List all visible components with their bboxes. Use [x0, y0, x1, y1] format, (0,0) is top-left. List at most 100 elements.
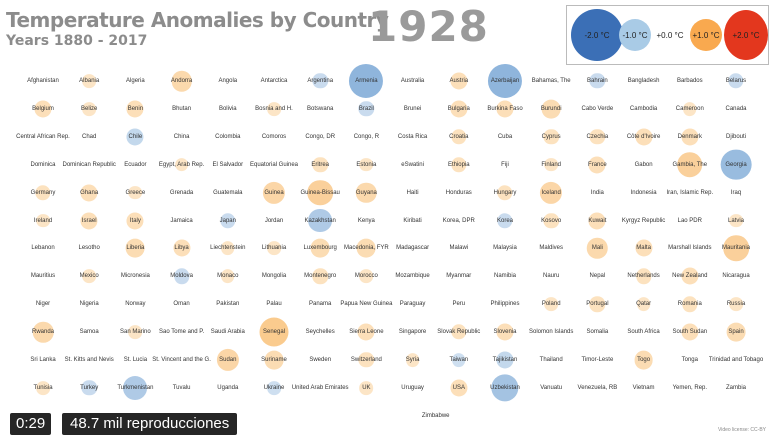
- country-label: Congo, R: [353, 133, 380, 140]
- country-label: Liechtenstein: [210, 245, 246, 252]
- country-label: Mongolia: [261, 273, 287, 280]
- country-cell: Togo: [612, 350, 676, 370]
- country-cell: Thailand: [519, 350, 583, 370]
- country-label: Barbados: [676, 78, 703, 84]
- country-cell: Burundi: [519, 99, 583, 119]
- anomaly-bubble: [171, 70, 192, 92]
- country-label: Chad: [82, 133, 97, 140]
- country-label: Korea, DPR: [442, 217, 475, 224]
- country-cell: Kuwait: [565, 211, 629, 231]
- anomaly-bubble: [589, 296, 606, 312]
- country-cell: Central African Rep.: [11, 127, 75, 147]
- anomaly-bubble: [125, 238, 145, 258]
- anomaly-bubble: [356, 182, 377, 203]
- country-cell: Pakistan: [196, 294, 260, 314]
- country-cell: Gabon: [612, 155, 676, 175]
- country-cell: Sao Tome and P.: [150, 322, 214, 342]
- country-cell: Moldova: [150, 266, 214, 286]
- country-cell: Taiwan: [427, 350, 491, 370]
- chart-subtitle: Years 1880 - 2017: [6, 33, 148, 49]
- anomaly-bubble: [588, 156, 606, 174]
- anomaly-bubble: [635, 128, 653, 146]
- anomaly-bubble: [267, 241, 281, 256]
- country-cell: Kosovo: [519, 211, 583, 231]
- country-label: Hungary: [493, 189, 517, 196]
- country-cell: Jordan: [242, 211, 306, 231]
- country-label: Senegal: [262, 329, 286, 336]
- country-label: Saudi Arabia: [210, 329, 245, 336]
- country-cell: Czechia: [565, 127, 629, 147]
- country-label: India: [590, 189, 604, 196]
- country-cell: Tajikistan: [473, 350, 537, 370]
- anomaly-bubble: [405, 353, 420, 367]
- country-label: Bhutan: [172, 105, 192, 112]
- country-label: Philippines: [490, 301, 520, 308]
- country-label: Palau: [266, 301, 282, 308]
- country-cell: Iraq: [704, 183, 768, 203]
- country-cell: Chile: [103, 127, 167, 147]
- country-label: Botswana: [307, 105, 334, 112]
- country-cell: Croatia: [427, 127, 491, 147]
- country-label: Kyrgyz Republic: [621, 217, 666, 224]
- country-cell: Cameroon: [658, 99, 722, 119]
- country-label: Gabon: [634, 161, 653, 168]
- country-cell: Seychelles: [288, 322, 352, 342]
- anomaly-bubble: [544, 297, 559, 312]
- anomaly-bubble: [128, 325, 143, 339]
- country-label: Spain: [728, 329, 744, 336]
- country-cell: Haiti: [381, 183, 445, 203]
- country-label: Haiti: [406, 189, 419, 196]
- country-label: Djibouti: [725, 133, 747, 140]
- anomaly-bubble: [491, 374, 519, 402]
- country-label: Slovak Republic: [437, 329, 481, 336]
- country-cell: Paraguay: [381, 294, 445, 314]
- country-cell: Hungary: [473, 183, 537, 203]
- country-label: Suriname: [261, 357, 287, 363]
- country-label: Niger: [35, 301, 51, 308]
- country-cell: Norway: [103, 294, 167, 314]
- country-cell: Ukraine: [242, 378, 306, 398]
- country-label: Albania: [79, 78, 100, 84]
- country-label: UK: [362, 384, 371, 391]
- country-label: Luxembourg: [303, 245, 337, 252]
- country-cell: Estonia: [334, 155, 398, 175]
- country-cell: Andorra: [150, 70, 214, 92]
- anomaly-bubble: [358, 352, 375, 368]
- country-label: Tunisia: [33, 384, 53, 391]
- anomaly-bubble: [589, 73, 606, 89]
- country-cell: Belize: [57, 99, 121, 119]
- country-label: Costa Rica: [397, 133, 428, 140]
- anomaly-bubble: [259, 317, 289, 347]
- country-label: Singapore: [398, 329, 427, 336]
- country-cell: Zambia: [704, 378, 768, 398]
- country-cell: Netherlands: [612, 266, 676, 286]
- country-label: Azerbaijan: [490, 78, 520, 84]
- license-note: Video license: CC-BY: [718, 427, 766, 433]
- country-cell: Congo, DR: [288, 127, 352, 147]
- anomaly-bubble: [312, 73, 328, 89]
- anomaly-bubble: [587, 238, 608, 259]
- country-label: Moldova: [170, 273, 193, 280]
- country-label: Uganda: [217, 384, 239, 391]
- country-label: Zambia: [725, 384, 747, 391]
- country-label: Romania: [677, 301, 702, 308]
- country-label: Pakistan: [216, 301, 240, 308]
- country-cell: Guinea-Bissau: [288, 179, 352, 206]
- country-label: Panama: [309, 301, 332, 308]
- country-cell: Sweden: [288, 350, 352, 370]
- anomaly-bubble: [682, 296, 698, 312]
- anomaly-bubble: [451, 353, 466, 367]
- country-label: Czechia: [586, 133, 609, 140]
- country-label: Portugal: [586, 301, 609, 308]
- country-cell: Comoros: [242, 127, 306, 147]
- country-cell: Bhutan: [150, 99, 214, 119]
- anomaly-bubble: [32, 321, 54, 343]
- country-label: Paraguay: [399, 301, 426, 308]
- anomaly-bubble: [588, 211, 606, 230]
- country-label: Sri Lanka: [30, 357, 56, 363]
- country-cell: Monaco: [196, 266, 260, 286]
- country-label: Denmark: [677, 133, 702, 140]
- country-label: Iceland: [541, 189, 561, 196]
- anomaly-bubble: [126, 128, 144, 146]
- country-cell: Ecuador: [103, 155, 167, 175]
